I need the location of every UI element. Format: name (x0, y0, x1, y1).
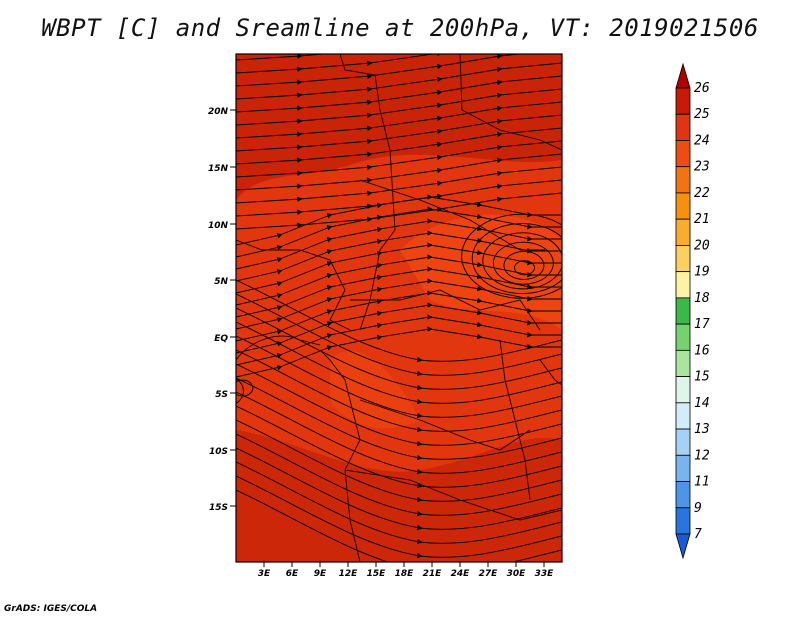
colorbar-label: 9 (694, 501, 702, 516)
lat-label: 5S (215, 390, 228, 400)
colorbar-swatch (675, 245, 691, 273)
lon-label: 6E (286, 569, 299, 579)
colorbar-label: 16 (694, 343, 710, 358)
colorbar-bottom-arrow (675, 533, 691, 560)
colorbar-swatch (675, 113, 691, 141)
streamline (236, 363, 562, 447)
colorbar-label: 20 (694, 238, 710, 253)
country-borders (236, 54, 562, 562)
streamline (236, 461, 562, 545)
lat-label: 10N (208, 221, 229, 231)
streamline (236, 475, 562, 559)
colorbar-swatch (675, 428, 691, 456)
lon-label: 18E (395, 569, 415, 579)
colorbar-swatch (675, 507, 691, 535)
lat-label: 5N (214, 277, 228, 287)
colorbar-label: 19 (694, 265, 710, 280)
streamline (482, 232, 562, 290)
colorbar-label: 21 (694, 212, 710, 227)
lon-label: 3E (258, 569, 271, 579)
streamline (236, 419, 562, 503)
colorbar-swatch (675, 402, 691, 430)
streamline (236, 326, 562, 378)
lon-label: 9E (314, 569, 327, 579)
streamline (236, 349, 562, 433)
lon-axis: 3E 6E 9E 12E 15E 18E 21E 24E 27E 30E 33E (258, 562, 554, 579)
streamline (236, 489, 562, 562)
streamline (116, 360, 216, 440)
streamline (236, 391, 562, 475)
map-panel (116, 53, 563, 563)
lon-label: 21E (423, 569, 443, 579)
colorbar-label: 25 (694, 107, 710, 122)
streamline (236, 279, 562, 363)
streamline (236, 335, 562, 419)
lat-label: 15N (208, 164, 229, 174)
streamlines (116, 54, 562, 562)
lon-label: 24E (451, 569, 471, 579)
colorbar-swatch (675, 140, 691, 168)
colorbar-label: 26 (694, 81, 710, 96)
streamline (471, 223, 562, 294)
lat-axis: 20N 15N 10N 5N EQ 5S 10S 15S (208, 107, 236, 513)
colorbar-label: 22 (694, 186, 710, 201)
colorbar-top-arrow (675, 62, 691, 89)
streamline (236, 293, 562, 377)
lat-label: 15S (209, 503, 228, 513)
colorbar-label: 23 (694, 160, 710, 175)
streamline (236, 377, 562, 461)
chart-title: WBPT [C] and Sreamline at 200hPa, VT: 20… (41, 14, 759, 42)
streamline (236, 307, 562, 391)
streamline (236, 433, 562, 517)
colorbar-label: 12 (694, 448, 710, 463)
streamline (236, 54, 503, 61)
streamline (236, 379, 254, 397)
colorbar-swatch (675, 323, 691, 351)
streamline (492, 241, 554, 285)
lat-label: 20N (208, 107, 229, 117)
colorbar-swatch (675, 192, 691, 220)
colorbar-label: 24 (694, 133, 710, 148)
colorbar-label: 15 (694, 370, 710, 385)
lon-label: 15E (367, 569, 387, 579)
colorbar-swatch (675, 349, 691, 377)
streamline (461, 213, 562, 299)
colorbar-swatch (675, 87, 691, 115)
colorbar-label: 11 (694, 475, 710, 490)
colorbar-swatch (675, 376, 691, 404)
grads-credit: GrADS: IGES/COLA (4, 604, 98, 614)
streamline (503, 251, 545, 280)
streamline (236, 321, 562, 405)
streamline (514, 260, 535, 276)
colorbar-label: 13 (694, 422, 710, 437)
colorbar-label: 14 (694, 396, 710, 411)
colorbar-swatch (675, 297, 691, 325)
colorbar-label: 17 (694, 317, 710, 332)
colorbar-legend: 26 25 24 23 22 21 20 19 18 17 16 15 14 13 12 11 9 7 (675, 62, 710, 560)
lon-label: 33E (535, 569, 555, 579)
lon-label: 27E (479, 569, 499, 579)
colorbar-label: 7 (694, 527, 702, 542)
colorbar-swatch (675, 481, 691, 509)
colorbar-swatch (675, 454, 691, 482)
streamline (145, 365, 225, 429)
colorbar-swatch (675, 218, 691, 246)
colorbar-label: 18 (694, 291, 710, 306)
lat-label: EQ (214, 334, 228, 344)
warm-region-south (236, 430, 562, 562)
colorbar-swatch (675, 271, 691, 299)
lon-label: 12E (339, 569, 359, 579)
lat-label: 10S (209, 447, 228, 457)
streamline (236, 405, 562, 489)
lon-label: 30E (507, 569, 527, 579)
colorbar-swatch (675, 166, 691, 194)
streamline (236, 378, 244, 405)
